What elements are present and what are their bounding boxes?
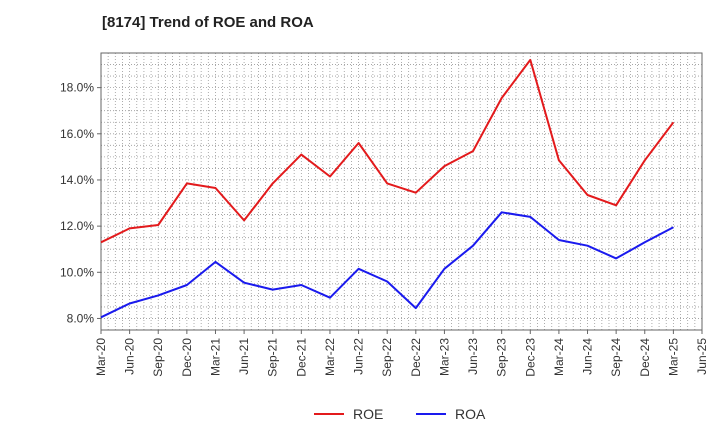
x-tick-label: Mar-24 [552, 338, 566, 376]
x-tick-label: Jun-25 [695, 338, 709, 375]
x-tick-label: Mar-22 [323, 338, 337, 376]
x-tick-label: Mar-20 [94, 338, 108, 376]
y-tick-label: 8.0% [67, 311, 95, 325]
x-tick-label: Jun-23 [466, 338, 480, 375]
grid-lines [101, 53, 702, 331]
x-tick-label: Dec-20 [180, 338, 194, 377]
y-tick-label: 12.0% [60, 219, 94, 233]
roe-series-line [100, 58, 675, 244]
x-tick-label: Dec-23 [523, 338, 537, 377]
x-tick-label: Sep-23 [495, 338, 509, 377]
data-series [100, 58, 675, 319]
x-tick-label: Mar-21 [208, 338, 222, 376]
axes: 8.0% 10.0% 12.0% 14.0% 16.0% 18.0% Mar-20 Jun-2… [60, 52, 709, 377]
x-tick-label: Mar-25 [666, 338, 680, 376]
y-tick-label: 14.0% [60, 173, 94, 187]
x-tick-label: Jun-20 [123, 338, 137, 375]
x-tick-label: Dec-24 [638, 338, 652, 377]
legend: ROE ROA [314, 406, 486, 422]
y-tick-label: 10.0% [60, 265, 94, 279]
x-tick-label: Sep-20 [151, 338, 165, 377]
roe-legend-label: ROE [353, 406, 383, 422]
roa-series-line [100, 211, 674, 319]
roa-legend-label: ROA [455, 406, 486, 422]
chart-title: [8174] Trend of ROE and ROA [102, 14, 314, 31]
x-tick-label: Jun-22 [352, 338, 366, 375]
x-tick-label: Jun-24 [581, 338, 595, 375]
x-tick-label: Sep-21 [266, 338, 280, 377]
y-tick-label: 16.0% [60, 127, 94, 141]
x-tick-label: Sep-24 [609, 338, 623, 377]
x-tick-label: Sep-22 [380, 338, 394, 377]
y-tick-label: 18.0% [60, 81, 94, 95]
x-tick-label: Dec-21 [294, 338, 308, 377]
x-tick-label: Jun-21 [237, 338, 251, 375]
x-tick-label: Mar-23 [437, 338, 451, 376]
x-tick-label: Dec-22 [409, 338, 423, 377]
plot-frame [100, 52, 703, 331]
